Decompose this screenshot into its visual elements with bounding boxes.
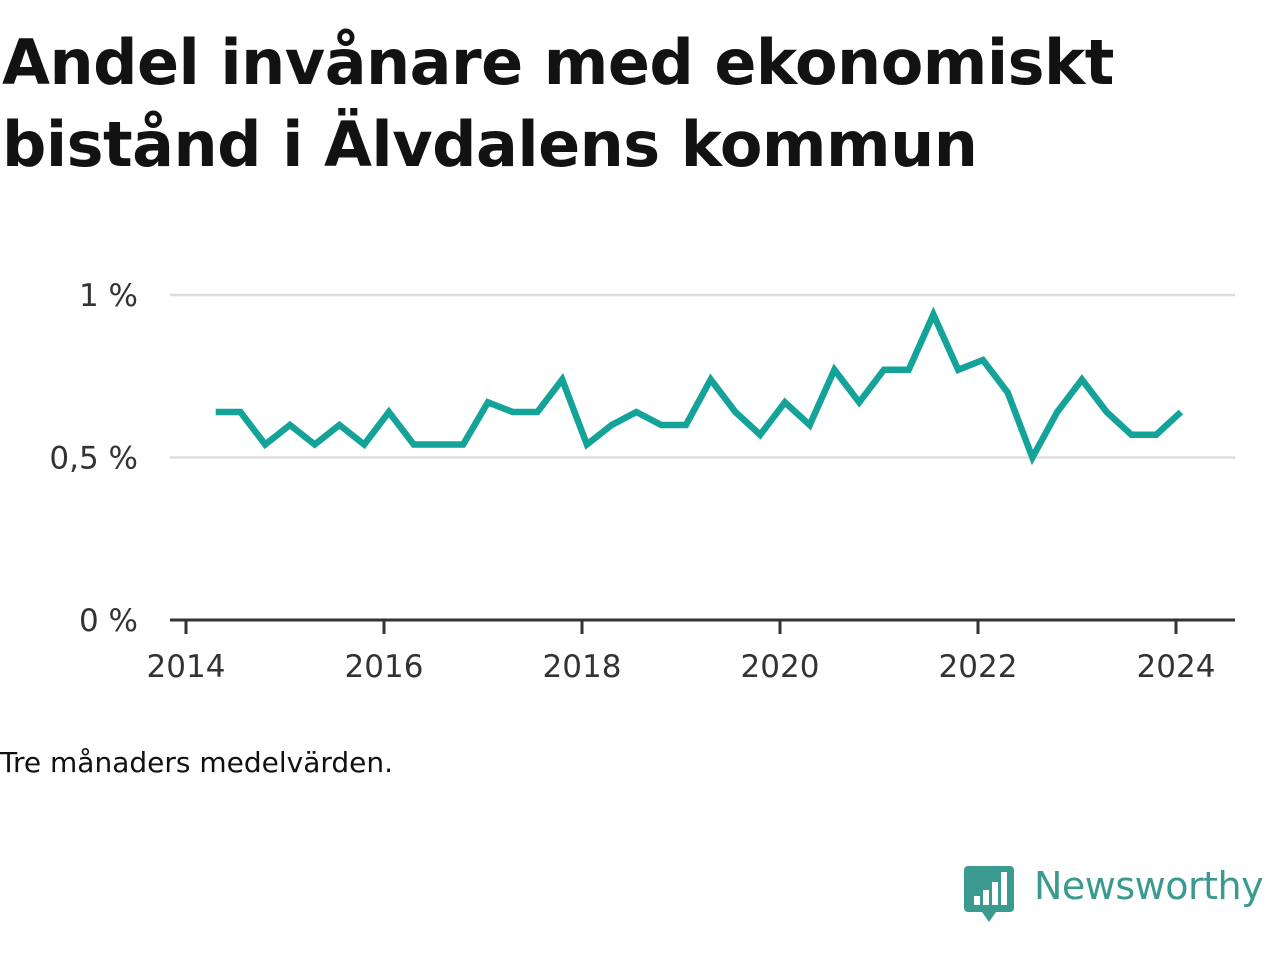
- x-tick-label: 2022: [939, 649, 1018, 685]
- x-tick-label: 2020: [741, 649, 820, 685]
- x-tick-label: 2024: [1137, 649, 1216, 685]
- y-axis-tick-labels: 0 % 0,5 % 1 %: [49, 278, 138, 639]
- chart-title: Andel invånare med ekonomiskt bistånd i …: [2, 26, 1114, 181]
- chart-note: Tre månaders medelvärden.: [0, 746, 394, 779]
- gridlines: [170, 293, 1235, 459]
- y-tick-label: 1 %: [79, 278, 138, 314]
- y-tick-label: 0,5 %: [49, 441, 138, 477]
- x-tick-label: 2018: [543, 649, 622, 685]
- series-line: [215, 306, 1184, 466]
- x-tick-label: 2016: [345, 649, 424, 685]
- x-tick-label: 2014: [147, 649, 226, 685]
- line-chart: 0 % 0,5 % 1 % 2014 2016 2018 2020 2022 2024: [49, 278, 1235, 685]
- brand-name: Newsworthy: [1034, 864, 1264, 908]
- series-layer: [215, 306, 1184, 466]
- x-axis-ticks: 2014 2016 2018 2020 2022 2024: [147, 620, 1216, 685]
- newsworthy-logo: Newsworthy: [964, 862, 1280, 928]
- bar-chart-speech-bubble-icon: [964, 866, 1014, 922]
- y-tick-label: 0 %: [79, 603, 138, 639]
